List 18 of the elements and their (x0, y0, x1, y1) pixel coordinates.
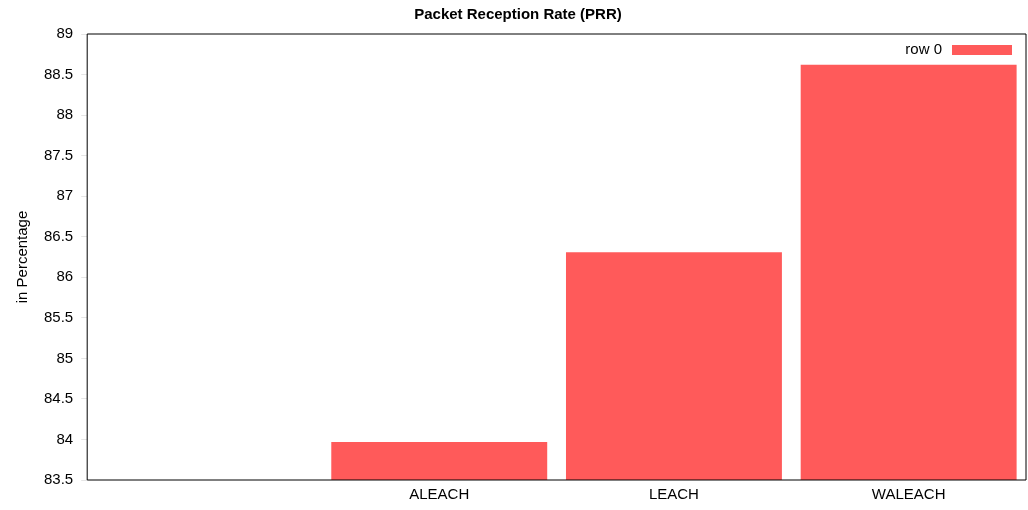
legend-label: row 0 (905, 40, 942, 58)
y-tick-label: 83.5 (43, 470, 74, 488)
x-tick-label: ALEACH (409, 485, 470, 503)
y-tick-label: 85 (56, 348, 74, 366)
y-tick-label: 84 (56, 429, 74, 447)
y-tick-label: 87 (56, 186, 74, 204)
x-tick-label: WALEACH (871, 485, 946, 503)
y-tick-label: 87.5 (43, 145, 74, 163)
x-tick-label: LEACH (648, 485, 699, 503)
y-tick-label: 85.5 (43, 307, 74, 325)
y-tick-label: 86 (56, 267, 74, 285)
y-tick-label: 86.5 (43, 226, 74, 244)
y-tick-label: 88 (56, 105, 74, 123)
chart-title: Packet Reception Rate (PRR) (414, 5, 622, 23)
y-tick-label: 88.5 (43, 64, 74, 82)
y-axis-title: in Percentage (13, 210, 31, 304)
y-tick-label: 89 (56, 24, 74, 42)
y-tick-label: 84.5 (43, 389, 74, 407)
